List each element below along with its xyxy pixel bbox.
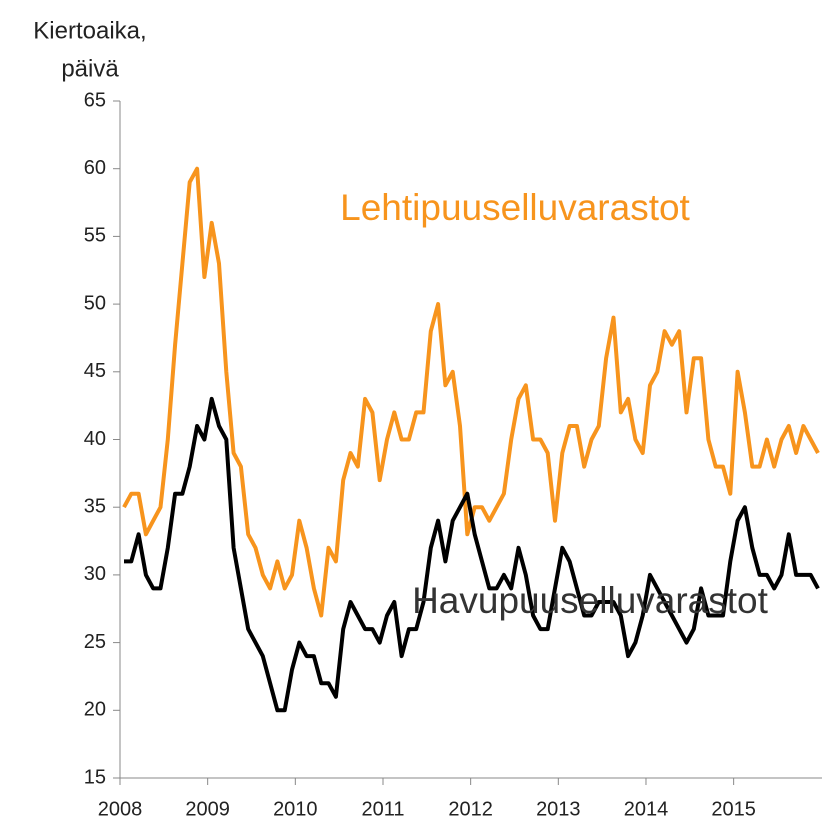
x-tick-label: 2013 [536,798,581,820]
series-label: Lehtipuuselluvarastot [340,187,690,228]
y-tick-label: 30 [84,563,106,585]
y-tick-label: 65 [84,89,106,111]
y-tick-label: 25 [84,631,106,653]
series-line [122,166,820,618]
y-tick-label: 45 [84,360,106,382]
y-axis-label: Kiertoaika, [33,17,146,44]
x-tick-label: 2008 [98,798,143,820]
y-tick-label: 50 [84,292,106,314]
x-tick-label: 2011 [361,798,404,820]
series-label: Havupuuselluvarastot [412,580,769,621]
x-tick-label: 2015 [711,798,756,820]
y-tick-label: 40 [84,428,106,450]
y-tick-label: 60 [84,157,106,179]
x-tick-label: 2012 [448,798,493,820]
y-tick-label: 55 [84,225,106,247]
x-tick-label: 2009 [185,798,230,820]
x-tick-label: 2014 [624,798,669,820]
y-axis-label: päivä [61,55,119,82]
y-tick-label: 15 [84,766,106,788]
y-tick-label: 20 [84,699,106,721]
y-tick-label: 35 [84,495,106,517]
series-line [124,396,820,713]
x-tick-label: 2010 [273,798,318,820]
